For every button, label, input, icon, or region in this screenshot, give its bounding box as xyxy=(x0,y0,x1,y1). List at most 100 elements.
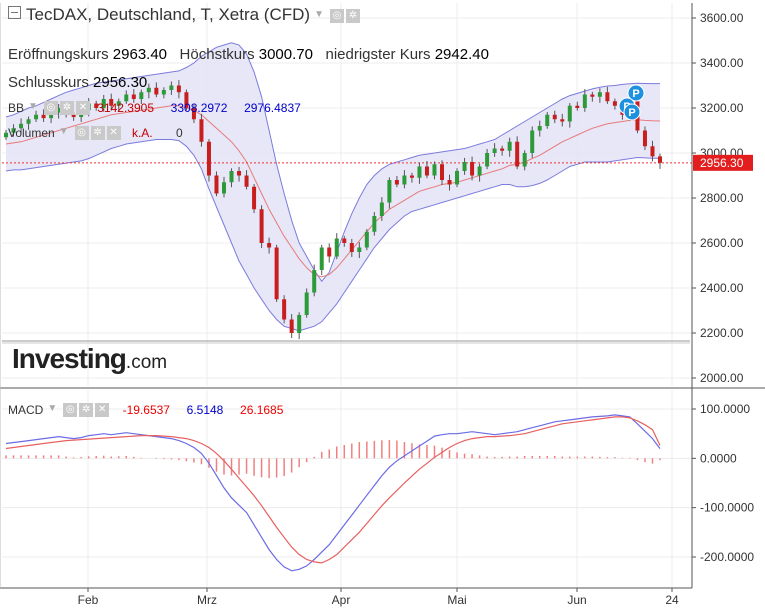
candle-body xyxy=(139,92,144,99)
open-value: 2963.40 xyxy=(112,46,168,63)
candle-body xyxy=(169,85,174,90)
price-tick-label: 2000.00 xyxy=(700,371,744,385)
candle-body xyxy=(597,92,602,97)
candle-body xyxy=(26,119,31,124)
candle-body xyxy=(364,231,369,248)
candle-body xyxy=(41,114,46,119)
high-label: Höchstkurs xyxy=(179,46,255,63)
volume-value-2: 0 xyxy=(175,126,183,140)
chevron-down-icon[interactable]: ▼ xyxy=(47,403,58,414)
candle-body xyxy=(545,114,550,126)
close-icon[interactable]: ✕ xyxy=(106,126,121,140)
candle-body xyxy=(500,148,505,151)
candle-body xyxy=(259,209,264,243)
candle-body xyxy=(304,292,309,315)
pin-marker-label: P xyxy=(628,107,635,119)
settings-icon[interactable]: ◎ xyxy=(329,9,344,23)
gear-icon[interactable]: ✲ xyxy=(79,403,94,417)
candle-body xyxy=(327,247,332,257)
macd-panel xyxy=(5,414,661,572)
candle-body xyxy=(334,238,339,257)
close-icon[interactable]: ✕ xyxy=(75,101,90,115)
candle-body xyxy=(470,162,475,176)
candle-body xyxy=(252,186,257,210)
candle-body xyxy=(424,166,429,176)
markers: 2956.30PPP xyxy=(618,84,753,171)
x-tick-label: Jun xyxy=(567,593,586,607)
x-tick-label: Mrz xyxy=(197,593,217,607)
ohlc-row-2: Schlusskurs 2956.30 xyxy=(8,74,147,91)
candle-body xyxy=(229,171,234,183)
macd-label: MACD xyxy=(8,403,44,417)
bollinger-band-fill xyxy=(6,42,660,331)
open-label: Eröffnungskurs xyxy=(8,46,109,63)
candle-body xyxy=(244,175,249,187)
macd-signal-line xyxy=(5,416,661,564)
investing-logo: Investing.com xyxy=(12,343,168,374)
macd-tick-label: -200.0000 xyxy=(700,550,754,564)
candle-body xyxy=(530,130,535,153)
candle-body xyxy=(462,162,467,171)
chart-title: TecDAX, Deutschland, T, Xetra (CFD) xyxy=(26,5,311,24)
candle-body xyxy=(116,101,121,106)
price-tick-label: 2600.00 xyxy=(700,236,744,250)
candle-body xyxy=(297,315,302,333)
candle-body xyxy=(282,299,287,320)
chevron-down-icon[interactable]: ▼ xyxy=(314,9,324,20)
indicator-lines xyxy=(2,42,692,332)
bollinger-fill xyxy=(6,42,660,331)
gear-icon[interactable]: ✲ xyxy=(59,101,74,115)
candle-body xyxy=(124,94,129,102)
close-value: 2956.30 xyxy=(93,74,148,91)
macd-tick-label: 0.0000 xyxy=(700,451,737,465)
candle-body xyxy=(267,243,272,248)
settings-icon[interactable]: ◎ xyxy=(74,126,89,140)
candle-body xyxy=(432,164,437,176)
macd-value-1: -19.6537 xyxy=(122,403,170,417)
gear-icon[interactable]: ✲ xyxy=(345,9,360,23)
candle-body xyxy=(56,108,61,113)
candle-body xyxy=(650,146,655,157)
candle-body xyxy=(642,130,647,147)
macd-tick-label: 100.0000 xyxy=(700,402,750,416)
candle-body xyxy=(109,99,114,106)
macd-value-3: 26.1685 xyxy=(240,403,284,417)
candle-body xyxy=(582,94,587,108)
candle-body xyxy=(154,87,159,95)
candle-body xyxy=(349,243,354,252)
candle-body xyxy=(417,166,422,178)
pin-marker-icon xyxy=(623,103,641,121)
price-tick-label: 2200.00 xyxy=(700,326,744,340)
candle-body xyxy=(101,99,106,108)
gear-icon[interactable]: ✲ xyxy=(90,126,105,140)
candle-body xyxy=(161,90,166,95)
candle-body xyxy=(71,114,76,117)
bb-middle-line xyxy=(5,105,661,278)
candle-body xyxy=(567,105,572,122)
bb-label: BB xyxy=(8,101,25,115)
candle-body xyxy=(19,123,24,129)
candle-body xyxy=(289,319,294,333)
candle-body xyxy=(409,175,414,178)
candle-body xyxy=(552,114,557,120)
macd-legend: MACD ▼ ◎ ✲ ✕ -19.6537 6.5148 26.1685 xyxy=(8,403,283,417)
price-tick-label: 3200.00 xyxy=(700,101,744,115)
price-tick-label: 3400.00 xyxy=(700,56,744,70)
pin-marker-icon xyxy=(627,84,645,102)
close-icon[interactable]: ✕ xyxy=(95,403,110,417)
settings-icon[interactable]: ◎ xyxy=(43,101,58,115)
candle-body xyxy=(11,128,16,133)
chevron-down-icon[interactable]: ▼ xyxy=(28,101,38,112)
candle-body xyxy=(312,270,317,293)
candle-body xyxy=(522,153,527,167)
macd-tick-label: -100.0000 xyxy=(700,501,754,515)
collapse-icon[interactable] xyxy=(8,6,21,19)
chevron-down-icon[interactable]: ▼ xyxy=(58,126,69,137)
candle-body xyxy=(222,182,226,194)
candle-body xyxy=(590,94,595,97)
candle-body xyxy=(199,119,204,142)
candle-body xyxy=(560,119,565,122)
candle-body xyxy=(455,171,460,185)
settings-icon[interactable]: ◎ xyxy=(63,403,78,417)
